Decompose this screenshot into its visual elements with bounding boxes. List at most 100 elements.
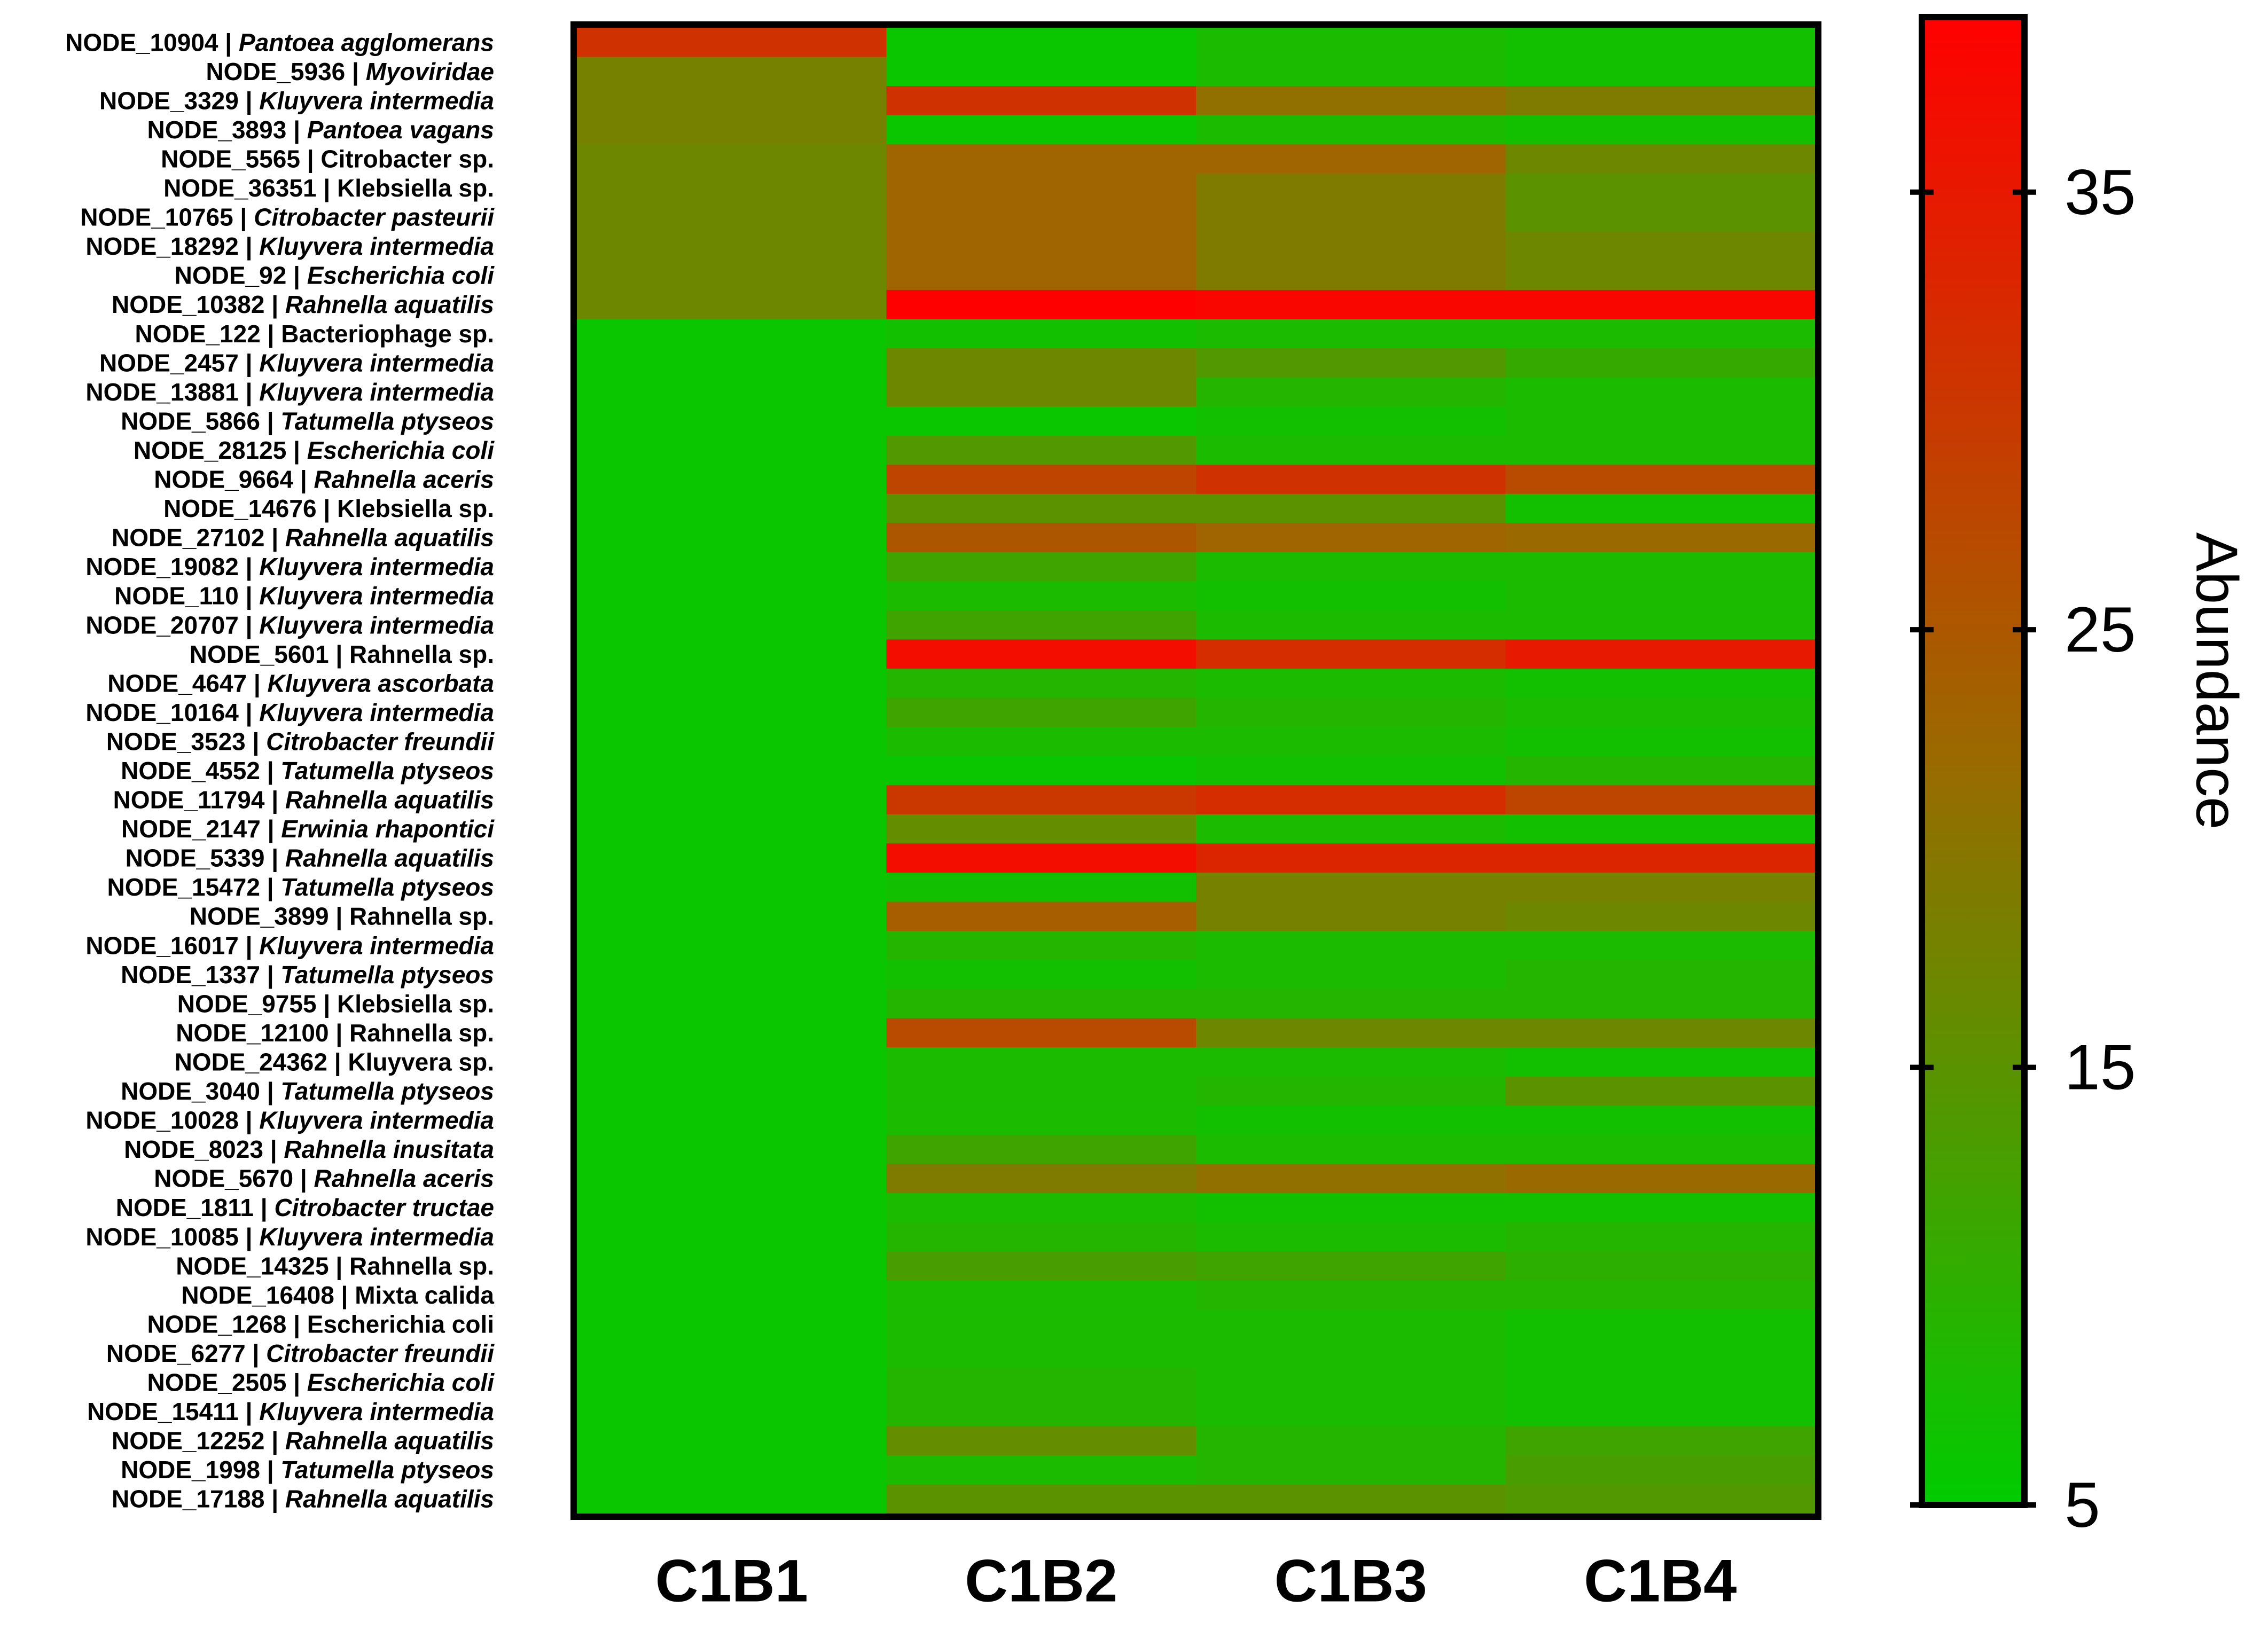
- colorbar-label: Abundance: [2184, 532, 2250, 830]
- row-label: NODE_15472 | Tatumella ptyseos: [107, 873, 495, 901]
- heatmap-cell: [886, 1280, 1196, 1310]
- row-label: NODE_12252 | Rahnella aquatilis: [112, 1427, 494, 1455]
- heatmap-cell: [886, 261, 1196, 291]
- heatmap-cell: [1196, 1455, 1506, 1485]
- heatmap-cell: [577, 86, 887, 116]
- row-label: NODE_1811 | Citrobacter tructae: [116, 1194, 494, 1221]
- row-label: NODE_2147 | Erwinia rhapontici: [121, 815, 495, 843]
- column-label: C1B1: [655, 1548, 808, 1614]
- column-labels: C1B1 C1B2 C1B3 C1B4: [655, 1548, 1737, 1614]
- heatmap-cell: [1505, 872, 1816, 903]
- heatmap-cell: [1505, 669, 1816, 699]
- row-label: NODE_4552 | Tatumella ptyseos: [121, 757, 494, 785]
- colorbar-tick-label: 15: [2064, 1032, 2136, 1103]
- heatmap-cell: [577, 377, 887, 407]
- heatmap-cell: [1196, 1134, 1506, 1165]
- heatmap-cell: [1196, 406, 1506, 436]
- heatmap-cell: [1196, 465, 1506, 495]
- heatmap-cell: [577, 1164, 887, 1194]
- heatmap-cell: [1505, 610, 1816, 640]
- heatmap-cell: [1505, 115, 1816, 145]
- heatmap-cell: [1505, 377, 1816, 407]
- row-label: NODE_5670 | Rahnella aceris: [154, 1165, 494, 1193]
- heatmap-cell: [1505, 289, 1816, 320]
- heatmap-cell: [1196, 28, 1506, 58]
- heatmap-cell: [1196, 86, 1506, 116]
- row-label: NODE_5565 | Citrobacter sp.: [161, 145, 494, 172]
- heatmap-cell: [1505, 639, 1816, 669]
- heatmap-cell: [1196, 1368, 1506, 1398]
- row-label: NODE_27102 | Rahnella aquatilis: [112, 524, 494, 552]
- heatmap-cell: [886, 377, 1196, 407]
- heatmap-cell: [1505, 1397, 1816, 1426]
- row-label: NODE_2505 | Escherichia coli: [147, 1369, 495, 1397]
- heatmap-cell: [1505, 1309, 1816, 1339]
- column-label: C1B4: [1584, 1548, 1737, 1614]
- heatmap-cell: [1196, 348, 1506, 378]
- heatmap-cell: [1196, 581, 1506, 611]
- heatmap-cell: [1505, 931, 1816, 961]
- heatmap-cell: [577, 1193, 887, 1223]
- heatmap-cell: [577, 348, 887, 378]
- heatmap-cell: [1505, 581, 1816, 611]
- heatmap-cell: [577, 581, 887, 611]
- row-label: NODE_10028 | Kluyvera intermedia: [85, 1107, 494, 1134]
- column-label: C1B2: [965, 1548, 1117, 1614]
- row-label: NODE_122 | Bacteriophage sp.: [135, 320, 494, 348]
- heatmap-cell: [1505, 785, 1816, 815]
- heatmap-cell: [886, 960, 1196, 990]
- heatmap-cell: [577, 669, 887, 699]
- heatmap-cell: [1196, 173, 1506, 203]
- heatmap-cell: [577, 435, 887, 465]
- heatmap-cell: [1505, 231, 1816, 261]
- heatmap-cell: [886, 1105, 1196, 1135]
- heatmap-cell: [1196, 289, 1506, 320]
- heatmap-cell: [1196, 697, 1506, 727]
- heatmap-cell: [1505, 1164, 1816, 1194]
- heatmap-cell: [1505, 901, 1816, 931]
- heatmap-cell: [1505, 1105, 1816, 1135]
- row-label: NODE_28125 | Escherichia coli: [134, 436, 495, 464]
- heatmap-cell: [1505, 1455, 1816, 1485]
- heatmap-cell: [577, 493, 887, 523]
- heatmap-cell: [577, 1018, 887, 1048]
- row-label: NODE_18292 | Kluyvera intermedia: [85, 232, 494, 260]
- heatmap-border: [570, 21, 1821, 1520]
- heatmap-cell: [577, 1251, 887, 1281]
- heatmap-cell: [1196, 523, 1506, 553]
- heatmap-cell: [1196, 756, 1506, 786]
- heatmap-cell: [577, 1397, 887, 1426]
- row-label: NODE_5339 | Rahnella aquatilis: [126, 844, 494, 872]
- heatmap-cell: [1505, 1368, 1816, 1398]
- row-label: NODE_5601 | Rahnella sp.: [190, 640, 494, 668]
- heatmap-cell: [886, 697, 1196, 727]
- heatmap-cell: [1196, 1251, 1506, 1281]
- heatmap-cell: [1505, 86, 1816, 116]
- row-labels: NODE_10904 | Pantoea agglomeransNODE_593…: [65, 28, 495, 1512]
- heatmap-cell: [886, 1426, 1196, 1456]
- heatmap-cell: [1196, 1193, 1506, 1223]
- heatmap-cell: [1505, 756, 1816, 786]
- row-label: NODE_16017 | Kluyvera intermedia: [85, 931, 494, 959]
- heatmap-cell: [1196, 1018, 1506, 1048]
- heatmap-cell: [886, 28, 1196, 58]
- heatmap-cell: [577, 144, 887, 174]
- heatmap-cell: [1505, 1280, 1816, 1310]
- heatmap-cell: [1196, 1105, 1506, 1135]
- heatmap-cell: [577, 319, 887, 349]
- heatmap-cell: [886, 814, 1196, 844]
- heatmap-cell: [1196, 814, 1506, 844]
- heatmap-cell: [1196, 319, 1506, 349]
- heatmap-cell: [577, 57, 887, 87]
- heatmap-cell: [577, 1047, 887, 1077]
- heatmap-cell: [1196, 960, 1506, 990]
- heatmap-cell: [1505, 989, 1816, 1019]
- heatmap-cell: [1196, 377, 1506, 407]
- heatmap-cells: [570, 21, 1821, 1520]
- heatmap-cell: [577, 1338, 887, 1368]
- row-label: NODE_110 | Kluyvera intermedia: [114, 582, 494, 610]
- row-label: NODE_1998 | Tatumella ptyseos: [121, 1456, 494, 1484]
- heatmap-cell: [1196, 231, 1506, 261]
- heatmap-cell: [886, 115, 1196, 145]
- heatmap-cell: [577, 610, 887, 640]
